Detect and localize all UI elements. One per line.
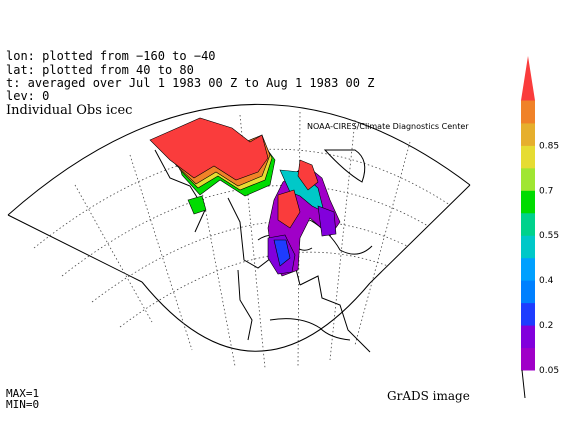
map-inner-arc — [141, 281, 371, 352]
colorbar-tick-label: 0.85 — [539, 141, 559, 151]
ice-region-east-blob — [317, 205, 337, 237]
colorbar-tick-label: 0.55 — [539, 231, 559, 241]
colorbar-segment — [521, 302, 535, 326]
time-range-text: t: averaged over Jul 1 1983 00 Z to Aug … — [6, 76, 375, 90]
ice-region-west-islands — [187, 195, 207, 215]
ice-region-red-east — [297, 159, 319, 191]
max-value-text: MAX=1 — [6, 387, 40, 400]
map-edge — [7, 184, 471, 284]
colorbar-segment — [521, 100, 535, 124]
colorbar-segment — [521, 167, 535, 191]
grads-label: GrADS image — [387, 389, 470, 403]
sea-ice-fill — [149, 117, 341, 277]
map-outer-arc — [7, 103, 471, 216]
colorbar-tick-label: 0.4 — [539, 276, 554, 286]
ice-region-red-main — [149, 117, 269, 181]
ice-region-red-baffin — [277, 189, 301, 229]
colorbar-segment — [521, 212, 535, 236]
min-value-text: MIN=0 — [6, 398, 40, 411]
colorbar-segment — [521, 145, 535, 169]
colorbar-tick-label: 0.05 — [539, 366, 559, 376]
map-boundary — [8, 88, 470, 365]
colorbar-segment — [521, 56, 535, 101]
lat-range-text: lat: plotted from 40 to 80 — [6, 63, 194, 77]
colorbar-segment — [521, 122, 535, 146]
lon-range-text: lon: plotted from −160 to −40 — [6, 49, 216, 63]
colorbar-tail — [521, 369, 526, 399]
colorbar-segment — [521, 280, 535, 304]
colorbar-tick-label: 0.7 — [539, 186, 553, 196]
colorbar-tick-label: 0.2 — [539, 321, 553, 331]
credit-text: NOAA-CIRES/Climate Diagnostics Center — [307, 122, 469, 131]
colorbar-segment — [521, 235, 535, 259]
colorbar: 0.05 0.2 0.4 0.55 0.7 0.85 — [521, 56, 559, 399]
colorbar-segment — [521, 257, 535, 281]
level-text: lev: 0 — [6, 89, 50, 103]
colorbar-segment — [521, 190, 535, 214]
colorbar-segment — [521, 325, 535, 349]
plot-title: Individual Obs icec — [6, 103, 133, 118]
colorbar-segment — [521, 347, 535, 371]
ice-region-blue — [273, 239, 291, 267]
